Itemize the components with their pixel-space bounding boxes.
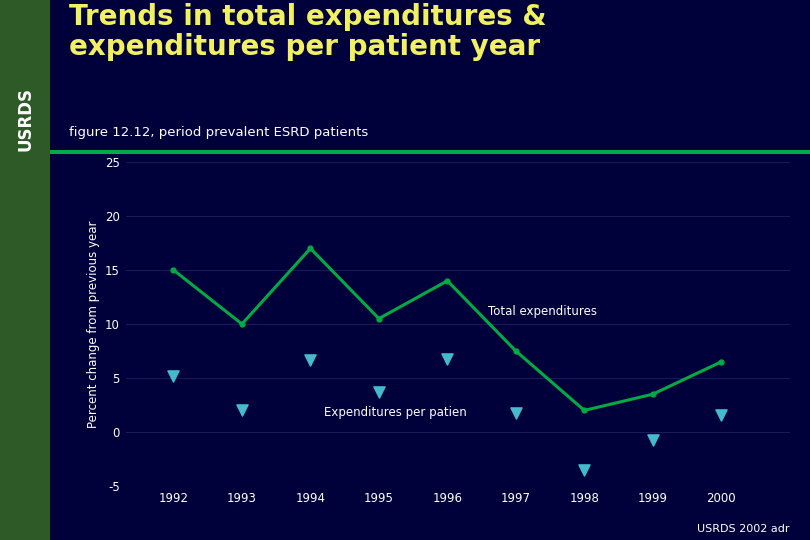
Point xyxy=(304,355,317,364)
Text: figure 12.12, period prevalent ESRD patients: figure 12.12, period prevalent ESRD pati… xyxy=(69,126,369,139)
Text: Trends in total expenditures &
expenditures per patient year: Trends in total expenditures & expenditu… xyxy=(69,3,547,61)
Text: USRDS 2002 adr: USRDS 2002 adr xyxy=(697,523,790,534)
Point xyxy=(578,465,590,474)
Point xyxy=(646,435,659,444)
Point xyxy=(373,388,386,396)
Text: USRDS: USRDS xyxy=(16,87,34,151)
Y-axis label: Percent change from previous year: Percent change from previous year xyxy=(87,220,100,428)
Point xyxy=(714,410,727,419)
Text: Expenditures per patien: Expenditures per patien xyxy=(324,406,467,419)
Text: Total expenditures: Total expenditures xyxy=(488,305,598,318)
Point xyxy=(236,406,249,415)
Point xyxy=(509,408,522,417)
Point xyxy=(441,354,454,363)
Point xyxy=(167,372,180,380)
